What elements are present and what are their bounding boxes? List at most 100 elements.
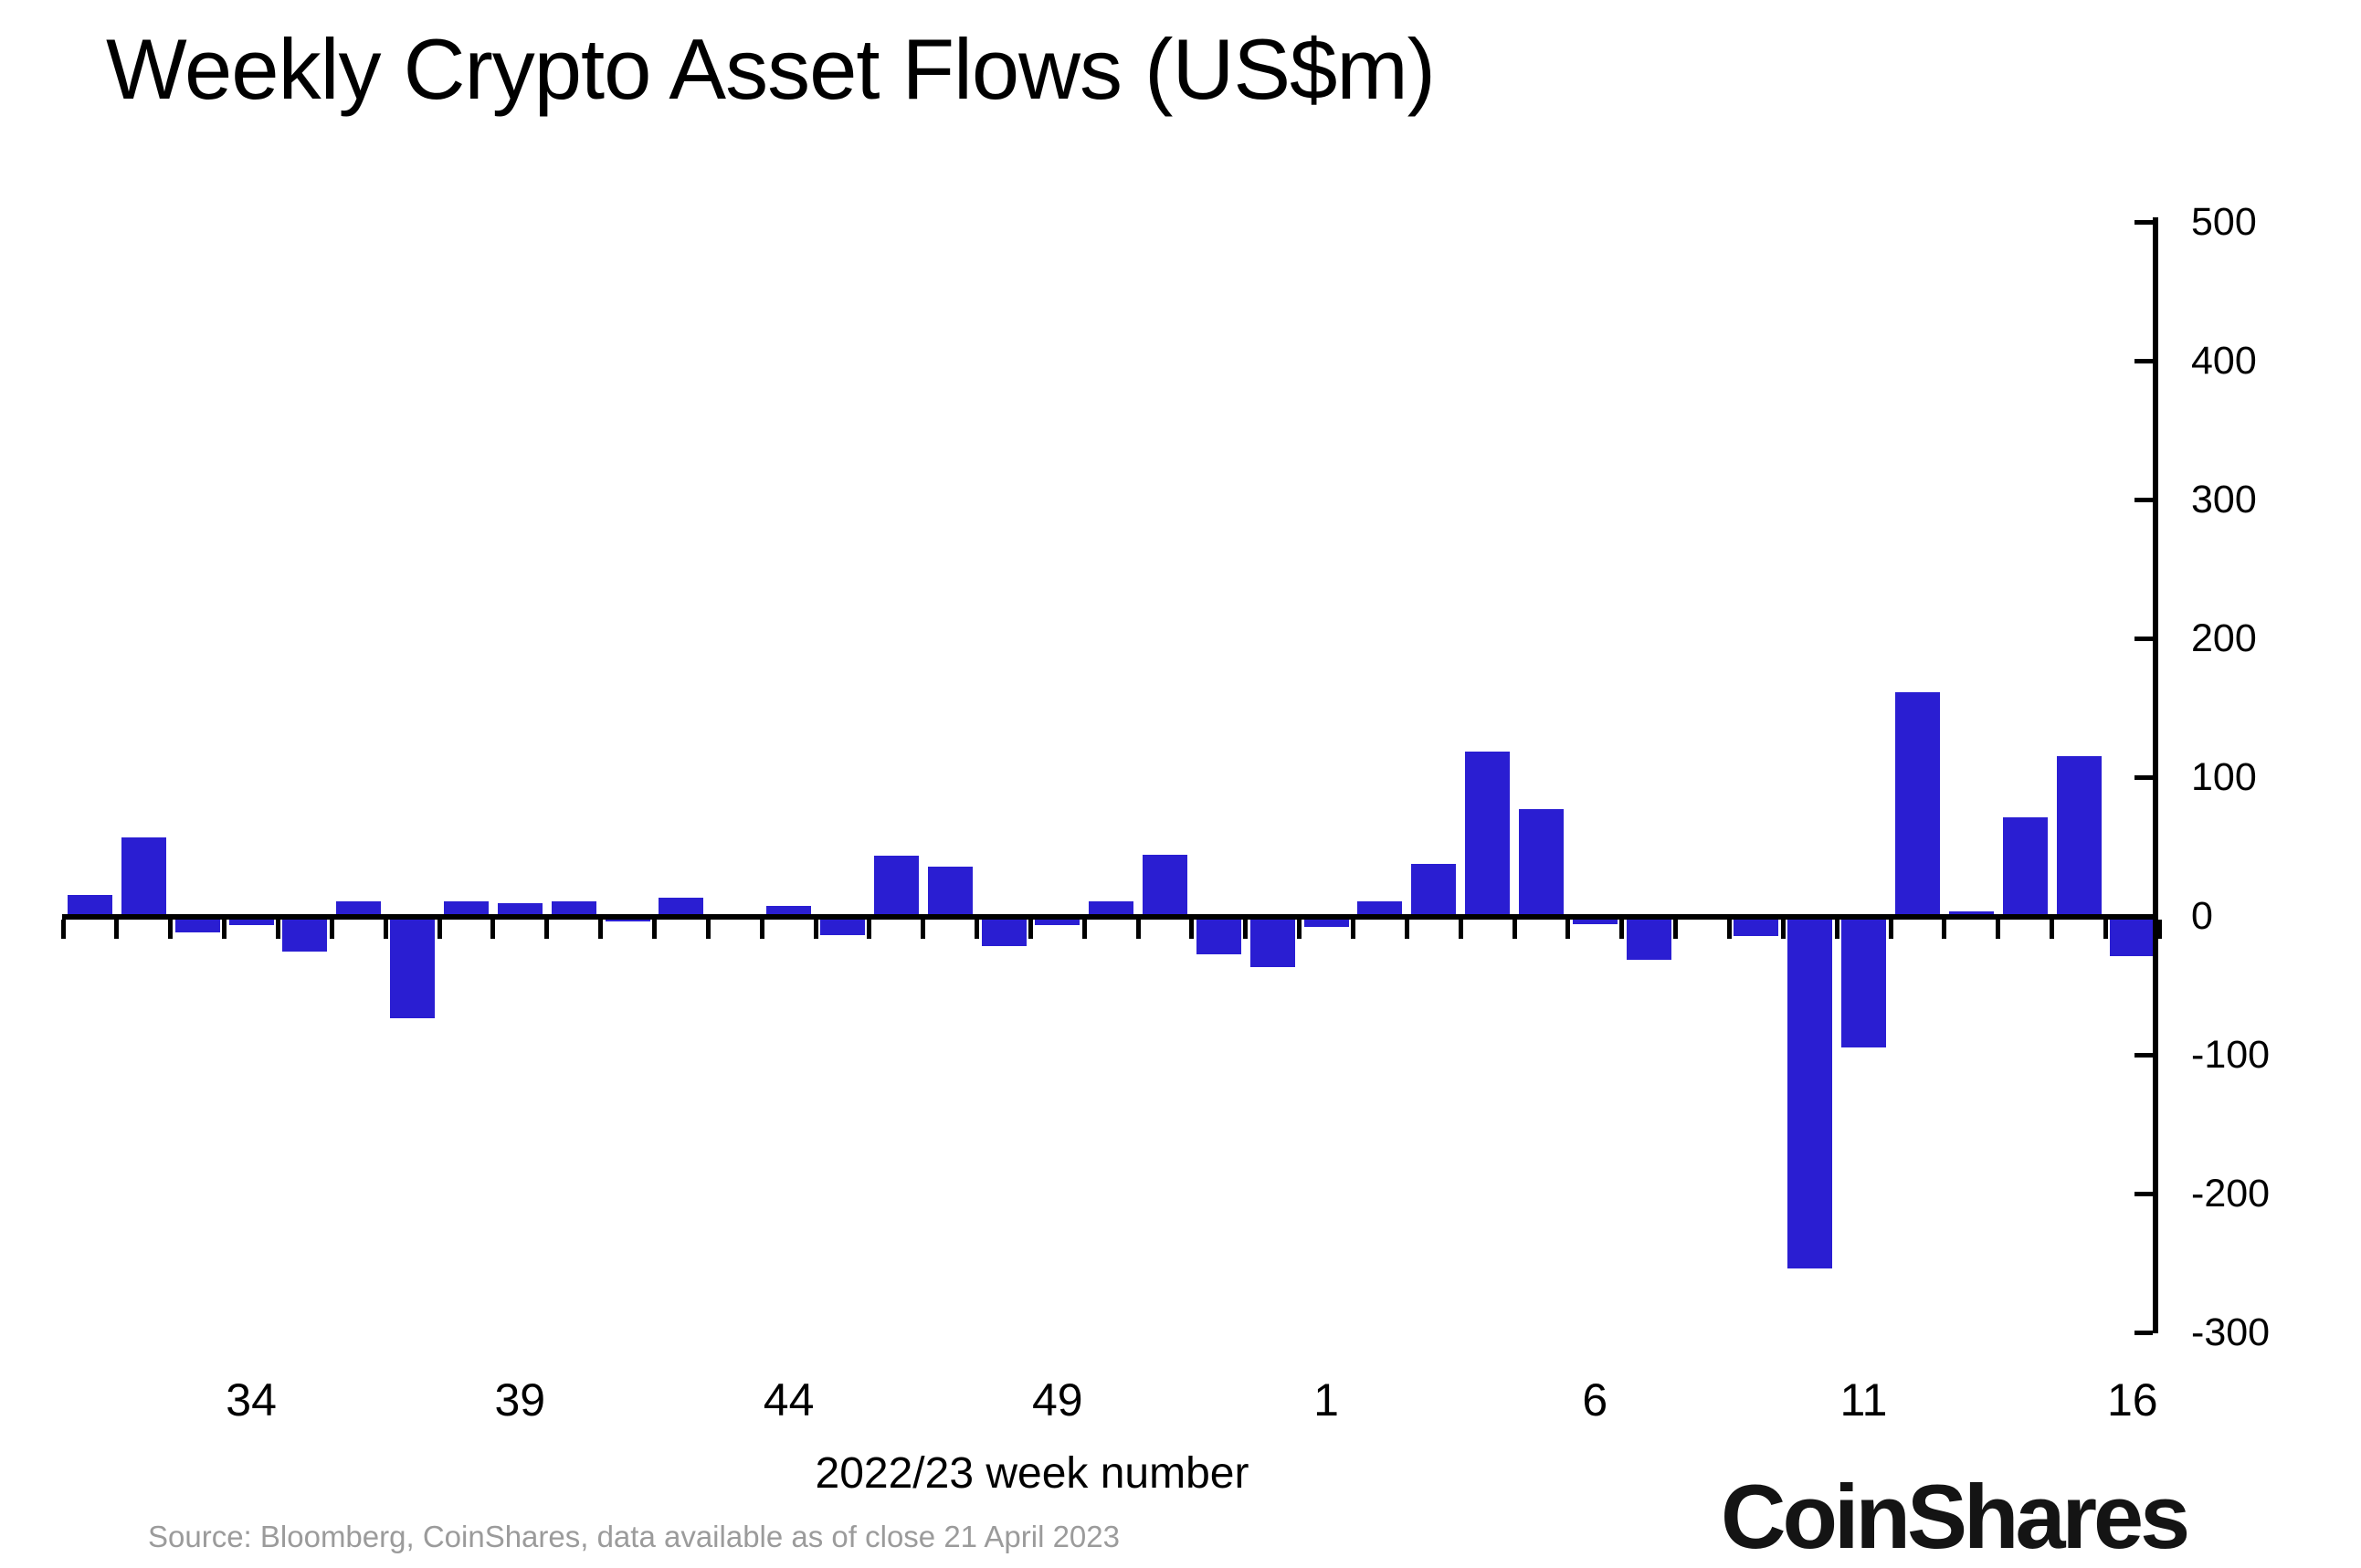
- bar-week-53: [1249, 914, 1295, 967]
- bar-week-42: [659, 897, 704, 914]
- x-tick: [1726, 920, 1732, 939]
- x-tick: [383, 920, 388, 939]
- bar-week-36: [336, 901, 382, 914]
- x-tick: [921, 920, 926, 939]
- x-tick: [1458, 920, 1463, 939]
- bar-week-46: [873, 856, 919, 914]
- week-label-34: 34: [226, 1374, 277, 1426]
- y-tick: [2134, 1052, 2153, 1058]
- y-tick: [2134, 219, 2153, 225]
- x-tick: [813, 920, 818, 939]
- x-tick: [598, 920, 604, 939]
- y-axis-line: [2153, 217, 2158, 1333]
- y-tick-label: 200: [2191, 616, 2257, 660]
- x-tick: [437, 920, 442, 939]
- bar-week-31: [68, 894, 112, 914]
- y-tick-label: -300: [2191, 1310, 2271, 1354]
- bar-week-32: [121, 837, 166, 914]
- y-tick: [2134, 1191, 2153, 1196]
- x-tick: [1028, 920, 1033, 939]
- x-tick: [1888, 920, 1893, 939]
- y-tick: [2134, 1330, 2153, 1335]
- x-tick: [544, 920, 550, 939]
- y-tick-label: 500: [2191, 200, 2257, 244]
- y-tick-label: -100: [2191, 1033, 2271, 1077]
- x-axis-title: 2022/23 week number: [815, 1449, 1249, 1498]
- x-tick: [705, 920, 711, 939]
- y-tick: [2134, 636, 2153, 641]
- x-tick: [975, 920, 979, 939]
- week-label-44: 44: [763, 1374, 815, 1426]
- x-tick: [1780, 920, 1786, 939]
- x-tick: [1512, 920, 1517, 939]
- x-tick: [1834, 920, 1839, 939]
- x-tick: [759, 920, 764, 939]
- x-tick: [2103, 920, 2108, 939]
- bar-week-5: [1519, 808, 1564, 914]
- x-tick: [114, 920, 120, 939]
- x-tick: [1942, 920, 1947, 939]
- x-tick: [490, 920, 496, 939]
- week-label-39: 39: [494, 1374, 546, 1426]
- x-tick: [867, 920, 872, 939]
- bar-week-40: [551, 901, 596, 914]
- x-axis-line: [62, 914, 2158, 920]
- x-tick: [1673, 920, 1679, 939]
- x-tick: [1404, 920, 1409, 939]
- y-tick-label: -200: [2191, 1172, 2271, 1215]
- week-label-11: 11: [1839, 1374, 1888, 1426]
- bar-week-11: [1841, 914, 1886, 1047]
- y-tick-label: 0: [2191, 894, 2213, 938]
- bar-week-10: [1787, 914, 1833, 1268]
- bar-week-51: [1143, 854, 1187, 914]
- chart-title: Weekly Crypto Asset Flows (US$m): [106, 21, 1436, 117]
- bar-week-38: [443, 901, 489, 914]
- bar-week-12: [1894, 691, 1940, 914]
- x-tick: [2156, 920, 2162, 939]
- x-tick: [1135, 920, 1141, 939]
- x-tick: [1619, 920, 1625, 939]
- y-tick-label: 100: [2191, 755, 2257, 799]
- x-tick: [329, 920, 334, 939]
- bar-week-44: [766, 905, 812, 914]
- x-tick: [1297, 920, 1302, 939]
- y-tick-label: 300: [2191, 478, 2257, 521]
- y-tick: [2134, 358, 2153, 363]
- x-tick: [276, 920, 280, 939]
- y-tick: [2134, 774, 2153, 780]
- bar-week-37: [390, 914, 436, 1018]
- week-label-6: 6: [1582, 1374, 1608, 1426]
- x-tick: [60, 920, 66, 939]
- x-tick: [168, 920, 174, 939]
- bar-week-35: [282, 914, 328, 952]
- bar-week-15: [2056, 755, 2102, 914]
- x-tick: [222, 920, 227, 939]
- week-label-49: 49: [1031, 1374, 1083, 1426]
- bar-week-2: [1357, 901, 1403, 914]
- week-label-1: 1: [1313, 1374, 1339, 1426]
- bar-week-39: [497, 902, 543, 914]
- bar-week-7: [1626, 914, 1671, 961]
- source-note: Source: Bloomberg, CoinShares, data avai…: [148, 1520, 1120, 1553]
- x-tick: [1351, 920, 1355, 939]
- x-tick: [1996, 920, 2001, 939]
- week-label-16: 16: [2106, 1374, 2158, 1426]
- bar-week-3: [1411, 864, 1457, 914]
- bar-week-14: [2002, 816, 2048, 914]
- bar-week-50: [1089, 901, 1134, 914]
- bar-week-47: [927, 867, 973, 914]
- x-tick: [2050, 920, 2054, 939]
- bar-week-16: [2110, 914, 2155, 956]
- bar-week-4: [1465, 752, 1511, 914]
- y-tick-label: 400: [2191, 339, 2257, 383]
- x-tick: [1189, 920, 1195, 939]
- x-tick: [1565, 920, 1571, 939]
- bar-week-52: [1196, 914, 1241, 955]
- bar-week-13: [1948, 911, 1994, 914]
- x-tick: [1243, 920, 1249, 939]
- x-tick: [651, 920, 657, 939]
- coinshares-logo: CoinShares: [1721, 1466, 2190, 1567]
- x-tick: [1081, 920, 1087, 939]
